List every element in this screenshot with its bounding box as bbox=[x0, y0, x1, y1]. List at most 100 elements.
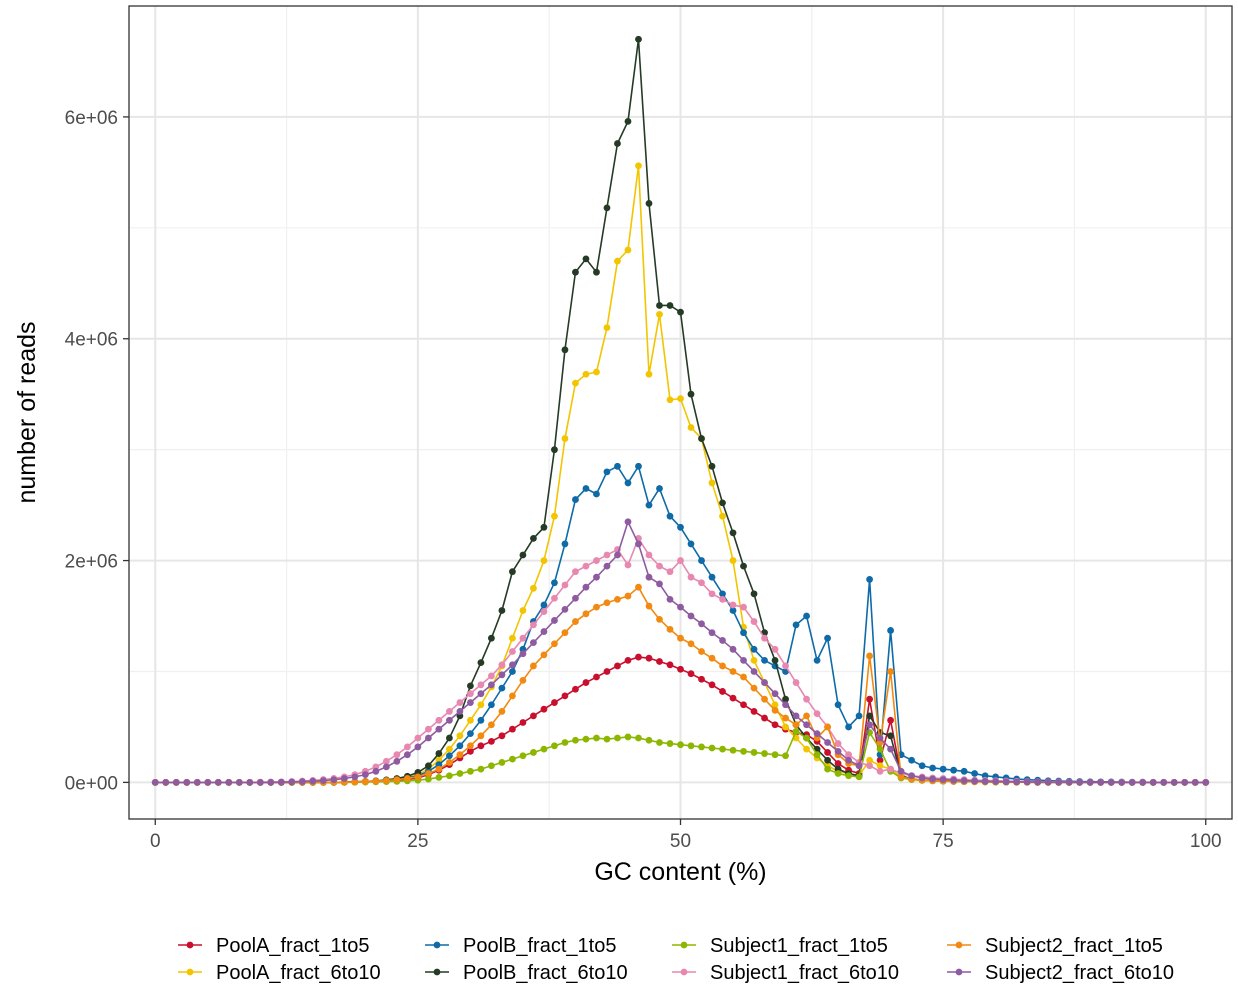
x-tick-label: 0 bbox=[150, 831, 161, 852]
data-point bbox=[624, 246, 632, 254]
data-point bbox=[708, 629, 716, 637]
data-point bbox=[729, 694, 737, 702]
data-point bbox=[645, 501, 653, 509]
data-point bbox=[729, 529, 737, 537]
x-tick-label: 25 bbox=[407, 831, 428, 852]
data-point bbox=[456, 732, 464, 740]
data-point bbox=[740, 701, 747, 709]
data-point bbox=[666, 302, 674, 309]
y-tick-label: 2e+06 bbox=[65, 552, 118, 573]
data-point bbox=[1181, 779, 1189, 786]
data-point bbox=[687, 540, 695, 548]
data-point bbox=[509, 668, 516, 675]
data-point bbox=[162, 779, 170, 786]
data-point bbox=[834, 760, 842, 767]
legend-item: PoolA_fract_6to10 bbox=[178, 962, 381, 984]
data-point bbox=[645, 551, 653, 559]
data-point bbox=[467, 767, 474, 775]
data-point bbox=[761, 679, 768, 686]
data-point bbox=[624, 117, 632, 125]
data-point bbox=[498, 759, 506, 766]
data-point bbox=[488, 701, 495, 709]
data-point bbox=[424, 775, 432, 783]
legend-item: PoolB_fract_1to5 bbox=[425, 935, 616, 957]
data-point bbox=[467, 682, 474, 690]
data-point bbox=[635, 540, 642, 548]
data-point bbox=[708, 681, 716, 689]
data-point bbox=[330, 776, 338, 784]
data-point bbox=[729, 601, 737, 609]
data-point bbox=[792, 712, 800, 720]
data-point bbox=[551, 617, 558, 624]
data-point bbox=[834, 770, 842, 777]
data-point bbox=[834, 747, 842, 755]
data-point bbox=[509, 755, 516, 763]
data-point bbox=[824, 765, 831, 773]
data-point bbox=[1191, 779, 1199, 786]
data-point bbox=[351, 773, 359, 781]
data-point bbox=[424, 770, 432, 777]
data-point bbox=[971, 777, 979, 785]
data-point bbox=[719, 637, 726, 644]
legend-label: Subject2_fract_6to10 bbox=[985, 962, 1174, 984]
data-point bbox=[593, 573, 600, 581]
data-point bbox=[750, 749, 758, 756]
data-point bbox=[803, 612, 810, 620]
legend-label: Subject2_fract_1to5 bbox=[985, 935, 1163, 957]
data-point bbox=[792, 721, 800, 729]
data-point bbox=[782, 723, 789, 731]
data-point bbox=[656, 615, 663, 623]
data-point bbox=[677, 395, 684, 403]
data-point bbox=[582, 610, 590, 618]
x-axis-title: GC content (%) bbox=[594, 858, 766, 886]
data-point bbox=[446, 708, 453, 715]
data-point bbox=[866, 721, 873, 729]
data-point bbox=[424, 762, 432, 770]
data-point bbox=[740, 603, 747, 611]
data-point bbox=[561, 581, 569, 589]
data-point bbox=[782, 714, 789, 722]
data-point bbox=[897, 773, 905, 781]
data-point bbox=[551, 512, 558, 520]
data-point bbox=[740, 562, 747, 570]
data-point bbox=[866, 652, 873, 660]
data-point bbox=[876, 767, 884, 775]
data-point bbox=[635, 734, 642, 742]
legend-item: Subject1_fract_6to10 bbox=[672, 962, 899, 984]
data-point bbox=[803, 712, 810, 720]
data-point bbox=[540, 628, 548, 635]
data-point bbox=[813, 710, 821, 718]
data-point bbox=[876, 762, 884, 770]
data-point bbox=[151, 779, 159, 786]
data-point bbox=[887, 765, 894, 773]
data-point bbox=[614, 257, 621, 265]
y-tick-label: 6e+06 bbox=[65, 108, 118, 129]
data-point bbox=[382, 763, 390, 771]
data-point bbox=[666, 740, 674, 747]
data-point bbox=[593, 673, 600, 681]
data-point bbox=[845, 723, 852, 731]
data-point bbox=[603, 599, 611, 607]
data-point bbox=[256, 779, 264, 786]
data-point bbox=[656, 485, 663, 492]
data-point bbox=[467, 742, 474, 750]
data-point bbox=[593, 557, 600, 564]
data-point bbox=[719, 499, 726, 507]
legend-key-point bbox=[186, 968, 194, 976]
data-point bbox=[172, 779, 180, 786]
data-point bbox=[561, 346, 569, 354]
data-point bbox=[456, 699, 464, 706]
data-point bbox=[582, 583, 590, 591]
data-point bbox=[572, 379, 579, 387]
data-point bbox=[803, 745, 810, 753]
data-point bbox=[540, 557, 548, 564]
data-point bbox=[519, 634, 527, 642]
data-point bbox=[593, 368, 600, 376]
data-point bbox=[519, 719, 527, 726]
legend-key-point bbox=[680, 941, 688, 949]
data-point bbox=[603, 668, 611, 675]
data-point bbox=[361, 771, 369, 779]
data-point bbox=[939, 776, 947, 784]
data-point bbox=[855, 762, 863, 770]
data-point bbox=[645, 573, 653, 581]
